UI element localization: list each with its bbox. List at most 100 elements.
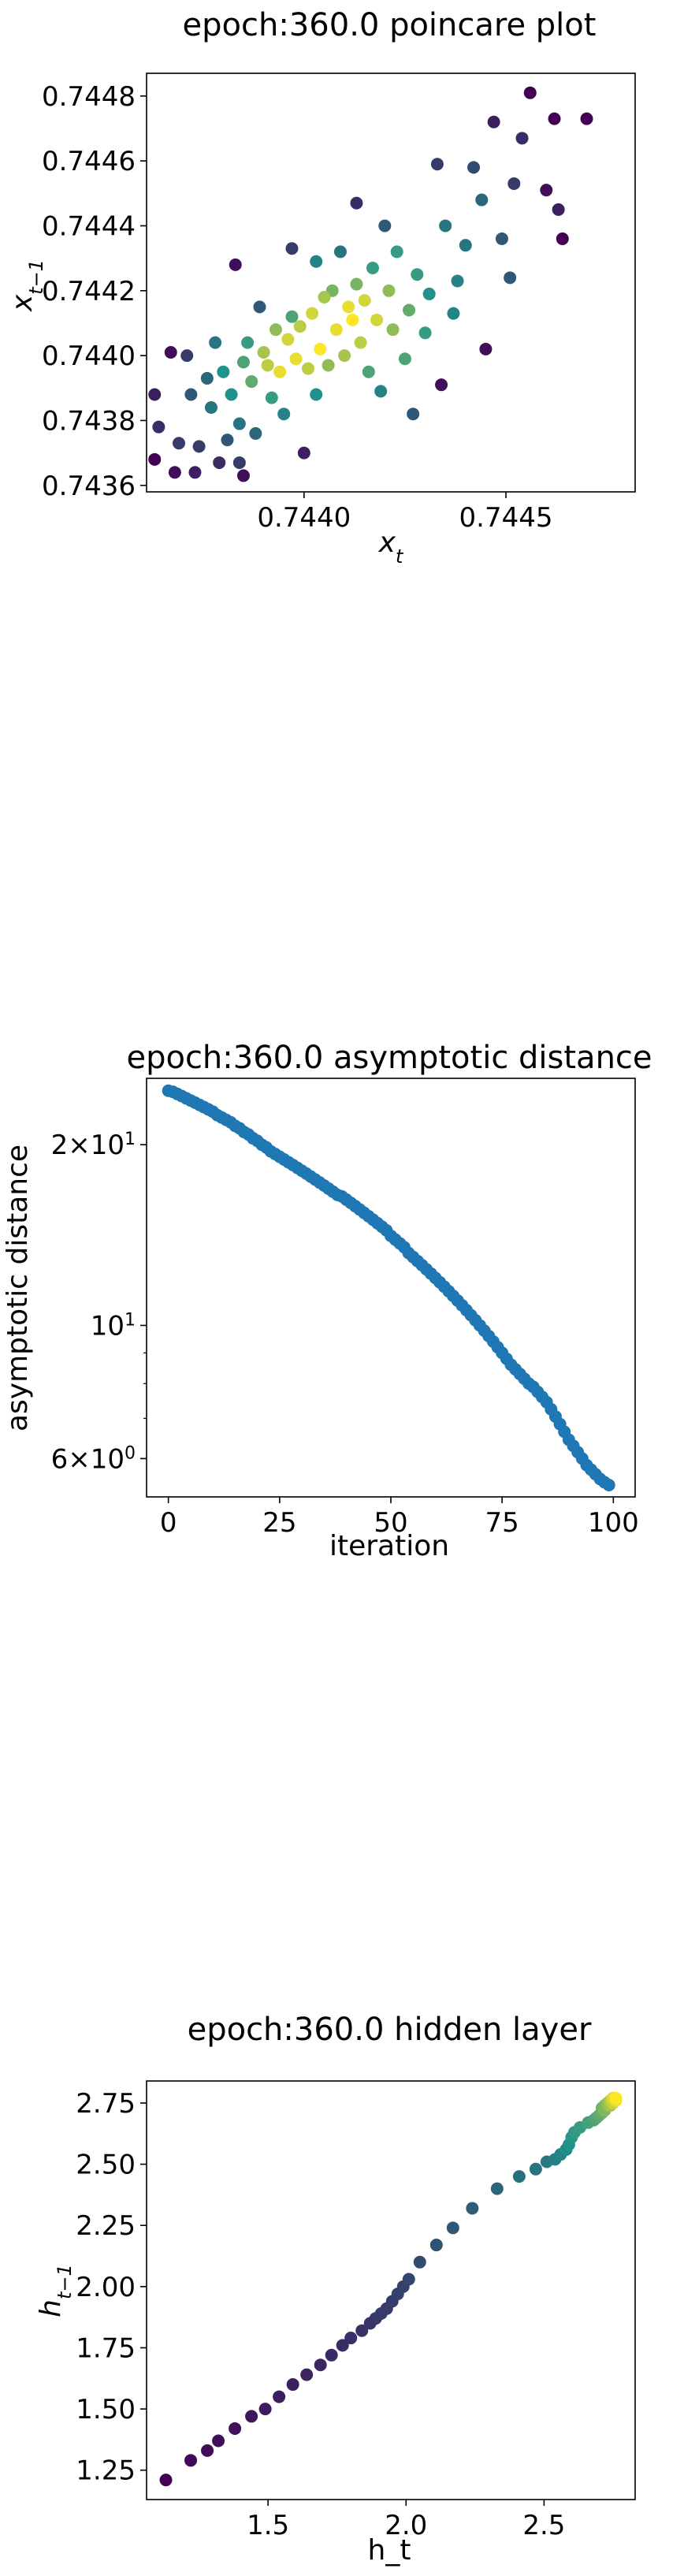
scatter-point (300, 2368, 314, 2381)
scatter-point (411, 268, 424, 281)
plot-frame (146, 1078, 636, 1498)
scatter-point (430, 158, 444, 171)
tick-times: ×10 (68, 1130, 125, 1161)
x-tick-label: 0.7445 (459, 502, 553, 534)
tick-mantissa: 6 (51, 1443, 69, 1475)
scatter-point (213, 456, 226, 469)
scatter-point (184, 388, 198, 401)
x-tick-label: 0.7440 (257, 502, 351, 534)
scatter-point (338, 349, 351, 363)
hidden-layer-chart: epoch:360.0 hidden layer 1.5 2.0 2.51.251.… (35, 2012, 636, 2567)
scatter-point (512, 2170, 526, 2183)
scatter-point (297, 446, 310, 460)
x-tick-label: 75 (485, 1507, 519, 1539)
scatter-point (232, 417, 246, 430)
scatter-point (200, 371, 214, 385)
y-tick-label: 0.7446 (42, 146, 136, 177)
scatter-point (152, 420, 165, 434)
scatter-point (336, 2339, 349, 2352)
scatter-point (281, 333, 295, 346)
scatter-point (435, 378, 448, 392)
scatter-point (221, 434, 234, 447)
scatter-point (374, 385, 388, 398)
scatter-point (314, 342, 327, 356)
y-axis-label: asymptotic distance (2, 1145, 34, 1431)
scatter-point (273, 2390, 286, 2403)
scatter-point (459, 239, 472, 252)
scatter-point (407, 408, 420, 421)
x-tick-label: 0 (160, 1507, 177, 1539)
scatter-point (159, 2474, 173, 2487)
chart-title: epoch:360.0 hidden layer (188, 2012, 592, 2048)
scatter-point (386, 323, 400, 337)
y-tick-label: 0.7436 (42, 471, 136, 502)
scatter-point (180, 349, 194, 363)
scatter-point (523, 86, 537, 99)
scatter-point (269, 323, 282, 337)
scatter-point (232, 456, 246, 469)
scatter-point (609, 2091, 623, 2105)
scatter-point (258, 2403, 272, 2416)
y-tick-label: 2×101 (51, 1130, 136, 1162)
plot-frame (146, 73, 636, 493)
x-tick-label: 2.5 (522, 2510, 565, 2541)
scatter-point (164, 346, 177, 359)
y-tick-label: 0.7442 (42, 276, 136, 307)
tick-times: ×10 (68, 1443, 125, 1475)
scatter-point (229, 2422, 242, 2435)
scatter-point (310, 388, 323, 401)
x-tick-label: 2.0 (385, 2510, 427, 2541)
y-tick-label: 2.00 (76, 2272, 136, 2303)
scatter-point (342, 300, 355, 314)
scatter-point (362, 365, 375, 378)
tick-exponent: 0 (125, 1443, 136, 1463)
x-axis-label: iteration (329, 1530, 449, 1562)
tick-exponent: 1 (125, 1130, 136, 1149)
scatter-point (398, 352, 411, 366)
scatter-point (322, 359, 335, 372)
x-axis-label: h_t (368, 2534, 411, 2567)
scatter-point (429, 2239, 443, 2252)
scatter-point (314, 2358, 327, 2372)
scatter-point (422, 287, 436, 300)
scatter-point (310, 255, 323, 268)
scatter-point (229, 258, 242, 271)
scatter-point (354, 336, 367, 349)
x-tick-label: 100 (588, 1507, 639, 1539)
y-tick-label: 0.7440 (42, 341, 136, 372)
scatter-point (418, 326, 432, 340)
y-tick-label: 0.7444 (42, 210, 136, 242)
scatter-point (402, 2273, 415, 2286)
scatter-point (168, 466, 181, 479)
scatter-point (382, 284, 396, 297)
scatter-point (446, 2221, 459, 2235)
scatter-point (413, 2255, 426, 2269)
scatter-point (529, 2162, 542, 2176)
y-tick-label: 101 (91, 1310, 136, 1342)
scatter-point (289, 352, 303, 366)
scatter-point (504, 271, 517, 285)
scatter-points (159, 2091, 623, 2487)
scatter-point (475, 193, 489, 207)
chart-title: epoch:360.0 poincare plot (183, 7, 597, 43)
scatter-point (507, 177, 521, 190)
scatter-point (277, 408, 291, 421)
scatter-point (378, 219, 392, 233)
scatter-point (552, 203, 565, 216)
scatter-point (286, 2378, 299, 2392)
scatter-point (301, 362, 314, 375)
scatter-point (273, 365, 287, 378)
scatter-point (548, 112, 561, 125)
scatter-point (318, 291, 331, 304)
scatter-point (602, 1479, 615, 1492)
scatter-point (225, 388, 238, 401)
scatter-point (451, 274, 464, 288)
tick-exponent: 1 (125, 1310, 136, 1330)
plot-frame (146, 2080, 636, 2500)
scatter-point (479, 342, 493, 356)
scatter-point (204, 400, 217, 414)
y-tick-label: 1.75 (76, 2332, 136, 2364)
scatter-point (265, 391, 278, 404)
scatter-point (209, 336, 222, 349)
